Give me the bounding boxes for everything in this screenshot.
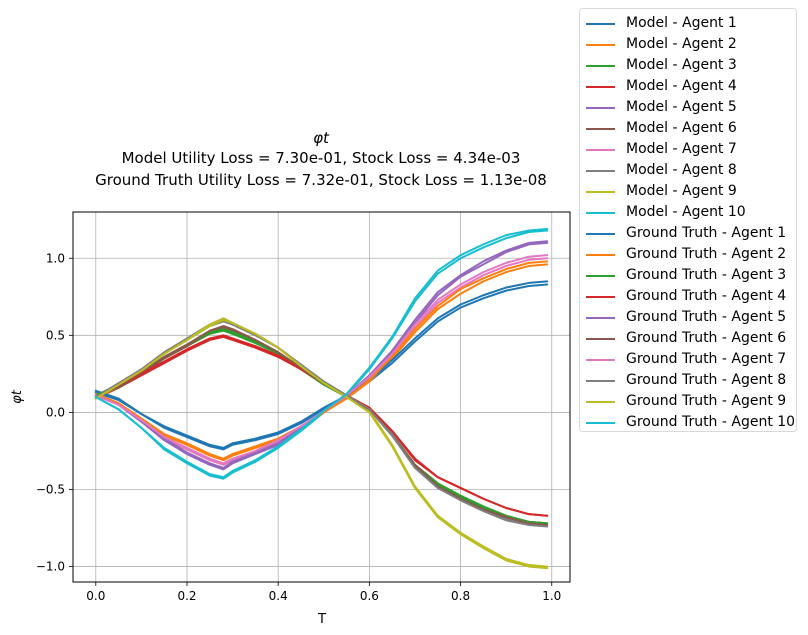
- legend-swatch: [586, 65, 615, 67]
- series-line-19: [94, 317, 549, 570]
- legend-swatch: [586, 359, 615, 361]
- legend-swatch: [586, 191, 615, 193]
- series-layer: [94, 227, 549, 570]
- legend-label: Model - Agent 10: [626, 204, 746, 220]
- chart-title: φt: [313, 129, 330, 147]
- x-tick-label: 0.2: [177, 589, 196, 603]
- legend-item: Model - Agent 9: [580, 181, 796, 202]
- legend-swatch: [586, 128, 615, 130]
- legend-item: Ground Truth - Agent 6: [580, 328, 796, 349]
- legend-item: Model - Agent 2: [580, 34, 796, 55]
- legend-item: Ground Truth - Agent 1: [580, 223, 796, 244]
- legend-item: Ground Truth - Agent 2: [580, 244, 796, 265]
- legend-swatch: [586, 212, 615, 214]
- legend-item: Ground Truth - Agent 5: [580, 307, 796, 328]
- legend-item: Model - Agent 4: [580, 76, 796, 97]
- legend-item: Model - Agent 5: [580, 97, 796, 118]
- legend-item: Ground Truth - Agent 3: [580, 265, 796, 286]
- y-tick-label: 1.0: [46, 251, 65, 265]
- legend: Model - Agent 1 Model - Agent 2 Model - Ag…: [579, 8, 797, 432]
- legend-item: Model - Agent 10: [580, 202, 796, 223]
- legend-item: Model - Agent 1: [580, 13, 796, 34]
- x-tick-label: 0.8: [451, 589, 470, 603]
- legend-swatch: [586, 380, 615, 382]
- legend-swatch: [586, 422, 615, 424]
- legend-label: Ground Truth - Agent 1: [626, 225, 787, 241]
- legend-label: Model - Agent 8: [626, 162, 737, 178]
- legend-label: Ground Truth - Agent 3: [626, 267, 787, 283]
- legend-swatch: [586, 296, 615, 298]
- y-tick-label: −0.5: [36, 483, 65, 497]
- series-line-10: [94, 229, 549, 480]
- legend-swatch: [586, 401, 615, 403]
- tick-layer: 0.0 0.2 0.4 0.6 0.8 1.0 −1.0 −0.5 0.0 0.5 1.0: [36, 251, 561, 603]
- x-tick-label: 0.4: [269, 589, 288, 603]
- y-tick-label: 0.5: [46, 328, 65, 342]
- x-tick-label: 1.0: [542, 589, 561, 603]
- legend-item: Ground Truth - Agent 7: [580, 349, 796, 370]
- legend-label: Model - Agent 1: [626, 15, 737, 31]
- legend-label: Model - Agent 2: [626, 36, 737, 52]
- series-line-11: [94, 280, 549, 449]
- legend-swatch: [586, 233, 615, 235]
- legend-label: Model - Agent 3: [626, 57, 737, 73]
- legend-label: Ground Truth - Agent 9: [626, 393, 787, 409]
- legend-item: Ground Truth - Agent 4: [580, 286, 796, 307]
- x-axis-label: T: [317, 612, 326, 627]
- legend-label: Model - Agent 6: [626, 120, 737, 136]
- chart-subtitle-line-2: Ground Truth Utility Loss = 7.32e-01, St…: [95, 171, 547, 189]
- legend-swatch: [586, 338, 615, 340]
- x-tick-label: 0.6: [360, 589, 379, 603]
- legend-swatch: [586, 317, 615, 319]
- legend-label: Ground Truth - Agent 4: [626, 288, 787, 304]
- legend-label: Model - Agent 4: [626, 78, 737, 94]
- y-tick-label: −1.0: [36, 560, 65, 574]
- legend-label: Ground Truth - Agent 5: [626, 309, 787, 325]
- legend-item: Model - Agent 8: [580, 160, 796, 181]
- legend-swatch: [586, 170, 615, 172]
- legend-swatch: [586, 23, 615, 25]
- legend-item: Ground Truth - Agent 8: [580, 370, 796, 391]
- x-tick-label: 0.0: [86, 589, 105, 603]
- legend-label: Model - Agent 7: [626, 141, 737, 157]
- legend-swatch: [586, 44, 615, 46]
- legend-swatch: [586, 275, 615, 277]
- series-line-17: [94, 254, 549, 465]
- legend-swatch: [586, 149, 615, 151]
- legend-item: Ground Truth - Agent 10: [580, 412, 796, 433]
- legend-swatch: [586, 254, 615, 256]
- legend-item: Ground Truth - Agent 9: [580, 391, 796, 412]
- series-line-1: [94, 283, 549, 451]
- legend-label: Ground Truth - Agent 10: [626, 414, 796, 430]
- chart-subtitle-line-1: Model Utility Loss = 7.30e-01, Stock Los…: [122, 149, 521, 167]
- legend-label: Ground Truth - Agent 8: [626, 372, 787, 388]
- legend-label: Ground Truth - Agent 7: [626, 351, 787, 367]
- plot-frame: [72, 211, 571, 583]
- legend-item: Model - Agent 3: [580, 55, 796, 76]
- legend-item: Model - Agent 7: [580, 139, 796, 160]
- legend-swatch: [586, 107, 615, 109]
- series-line-18: [94, 317, 549, 528]
- series-line-20: [94, 227, 549, 479]
- legend-swatch: [586, 86, 615, 88]
- legend-label: Ground Truth - Agent 2: [626, 246, 787, 262]
- legend-label: Ground Truth - Agent 6: [626, 330, 787, 346]
- legend-label: Model - Agent 5: [626, 99, 737, 115]
- legend-item: Model - Agent 6: [580, 118, 796, 139]
- legend-label: Model - Agent 9: [626, 183, 737, 199]
- y-tick-label: 0.0: [46, 405, 65, 419]
- y-axis-label: φt: [10, 389, 25, 404]
